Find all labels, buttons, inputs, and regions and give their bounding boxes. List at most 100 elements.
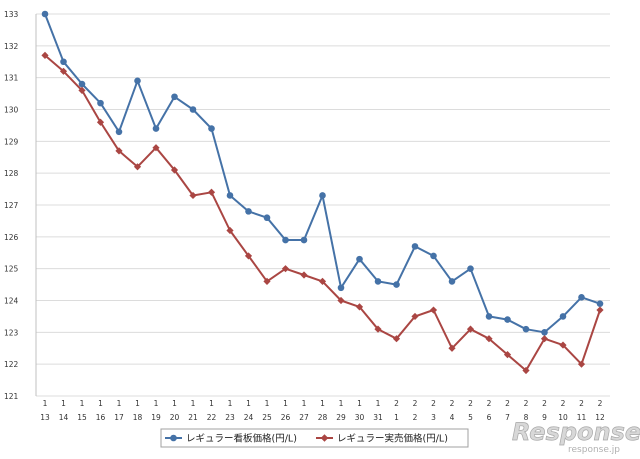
- data-point: [393, 281, 400, 288]
- x-tick-month: 1: [376, 399, 381, 408]
- x-tick-month: 1: [320, 399, 325, 408]
- x-tick-day: 16: [96, 413, 106, 422]
- x-tick-day: 12: [595, 413, 605, 422]
- x-tick-day: 19: [151, 413, 161, 422]
- data-point: [596, 300, 604, 307]
- y-tick-label: 125: [4, 265, 19, 274]
- x-tick-day: 17: [114, 413, 124, 422]
- data-point: [448, 278, 456, 285]
- x-tick-month: 1: [172, 399, 177, 408]
- x-tick-day: 22: [207, 413, 217, 422]
- x-tick-month: 2: [394, 399, 399, 408]
- data-point: [392, 335, 401, 343]
- data-point: [504, 316, 511, 323]
- data-point: [170, 166, 179, 174]
- x-tick-day: 30: [355, 413, 365, 422]
- data-point: [559, 341, 567, 349]
- watermark-brand: Response: [512, 418, 640, 446]
- data-point: [59, 67, 68, 75]
- legend-diamond-marker: [320, 434, 329, 442]
- x-tick-day: 15: [77, 413, 87, 422]
- y-tick-label: 133: [4, 10, 19, 19]
- x-tick-day: 4: [450, 413, 455, 422]
- data-point: [134, 77, 141, 85]
- data-point: [448, 344, 456, 352]
- series-signboard-price: [41, 10, 604, 336]
- data-point: [300, 271, 308, 279]
- x-tick-day: 14: [59, 413, 69, 422]
- data-point: [540, 335, 549, 343]
- series-actual-price: [41, 51, 604, 375]
- data-point: [189, 191, 197, 200]
- x-tick-month: 1: [246, 399, 251, 408]
- data-point: [337, 296, 345, 305]
- data-point: [522, 366, 530, 375]
- data-point: [541, 329, 548, 336]
- grid-lines: [35, 13, 610, 397]
- data-point: [485, 313, 493, 320]
- x-tick-day: 2: [413, 413, 418, 422]
- data-point: [318, 277, 327, 285]
- data-point: [319, 192, 326, 199]
- watermark-domain: response.jp: [568, 445, 620, 455]
- legend-item-signboard[interactable]: レギュラー看板価格(円/L): [165, 433, 297, 445]
- data-point: [559, 313, 567, 320]
- data-point: [467, 265, 474, 272]
- x-axis-ticks: 1131141151161171181191201211221231241251…: [40, 399, 605, 422]
- x-tick-day: 18: [133, 413, 143, 422]
- x-tick-month: 1: [339, 399, 344, 408]
- x-tick-month: 1: [98, 399, 103, 408]
- data-point: [374, 325, 382, 333]
- x-tick-day: 27: [299, 413, 309, 422]
- y-tick-label: 130: [4, 106, 19, 115]
- data-point: [596, 306, 604, 314]
- x-tick-day: 9: [542, 413, 547, 422]
- x-tick-day: 31: [373, 413, 383, 422]
- x-tick-month: 2: [487, 399, 492, 408]
- data-point: [300, 236, 308, 244]
- data-point: [133, 163, 142, 171]
- y-tick-label: 132: [4, 42, 19, 51]
- legend: レギュラー看板価格(円/L) レギュラー実売価格(円/L): [160, 428, 469, 448]
- x-tick-month: 1: [191, 399, 196, 408]
- y-tick-label: 131: [4, 74, 19, 83]
- data-point: [226, 226, 234, 235]
- y-tick-label: 122: [4, 360, 19, 369]
- data-point: [411, 312, 419, 321]
- y-tick-label: 123: [4, 328, 19, 337]
- x-tick-month: 2: [561, 399, 566, 408]
- data-point: [60, 58, 67, 66]
- x-tick-month: 1: [228, 399, 233, 408]
- x-tick-day: 28: [318, 413, 328, 422]
- data-point: [522, 325, 530, 333]
- x-tick-day: 23: [225, 413, 235, 422]
- x-tick-month: 1: [209, 399, 214, 408]
- x-tick-day: 13: [40, 413, 50, 422]
- data-point: [337, 284, 345, 292]
- data-point: [281, 265, 290, 273]
- data-point: [485, 335, 493, 343]
- data-point: [355, 303, 364, 311]
- data-point: [97, 99, 104, 107]
- data-point: [152, 144, 160, 152]
- x-tick-day: 24: [244, 413, 254, 422]
- data-point: [263, 277, 271, 285]
- data-point: [78, 80, 86, 88]
- data-point: [171, 93, 178, 101]
- legend-circle-marker: [170, 434, 177, 442]
- legend-item-actual[interactable]: レギュラー実売価格(円/L): [316, 433, 448, 445]
- y-tick-label: 128: [4, 169, 19, 178]
- y-tick-label: 121: [4, 392, 19, 401]
- x-tick-day: 5: [468, 413, 473, 422]
- data-point: [207, 188, 216, 196]
- x-tick-month: 1: [302, 399, 307, 408]
- x-tick-month: 1: [117, 399, 122, 408]
- x-tick-day: 29: [336, 413, 346, 422]
- y-tick-label: 126: [4, 233, 19, 242]
- data-point: [244, 252, 253, 260]
- x-tick-day: 21: [188, 413, 198, 422]
- x-tick-month: 2: [598, 399, 603, 408]
- x-tick-day: 3: [431, 413, 436, 422]
- x-tick-day: 10: [558, 413, 568, 422]
